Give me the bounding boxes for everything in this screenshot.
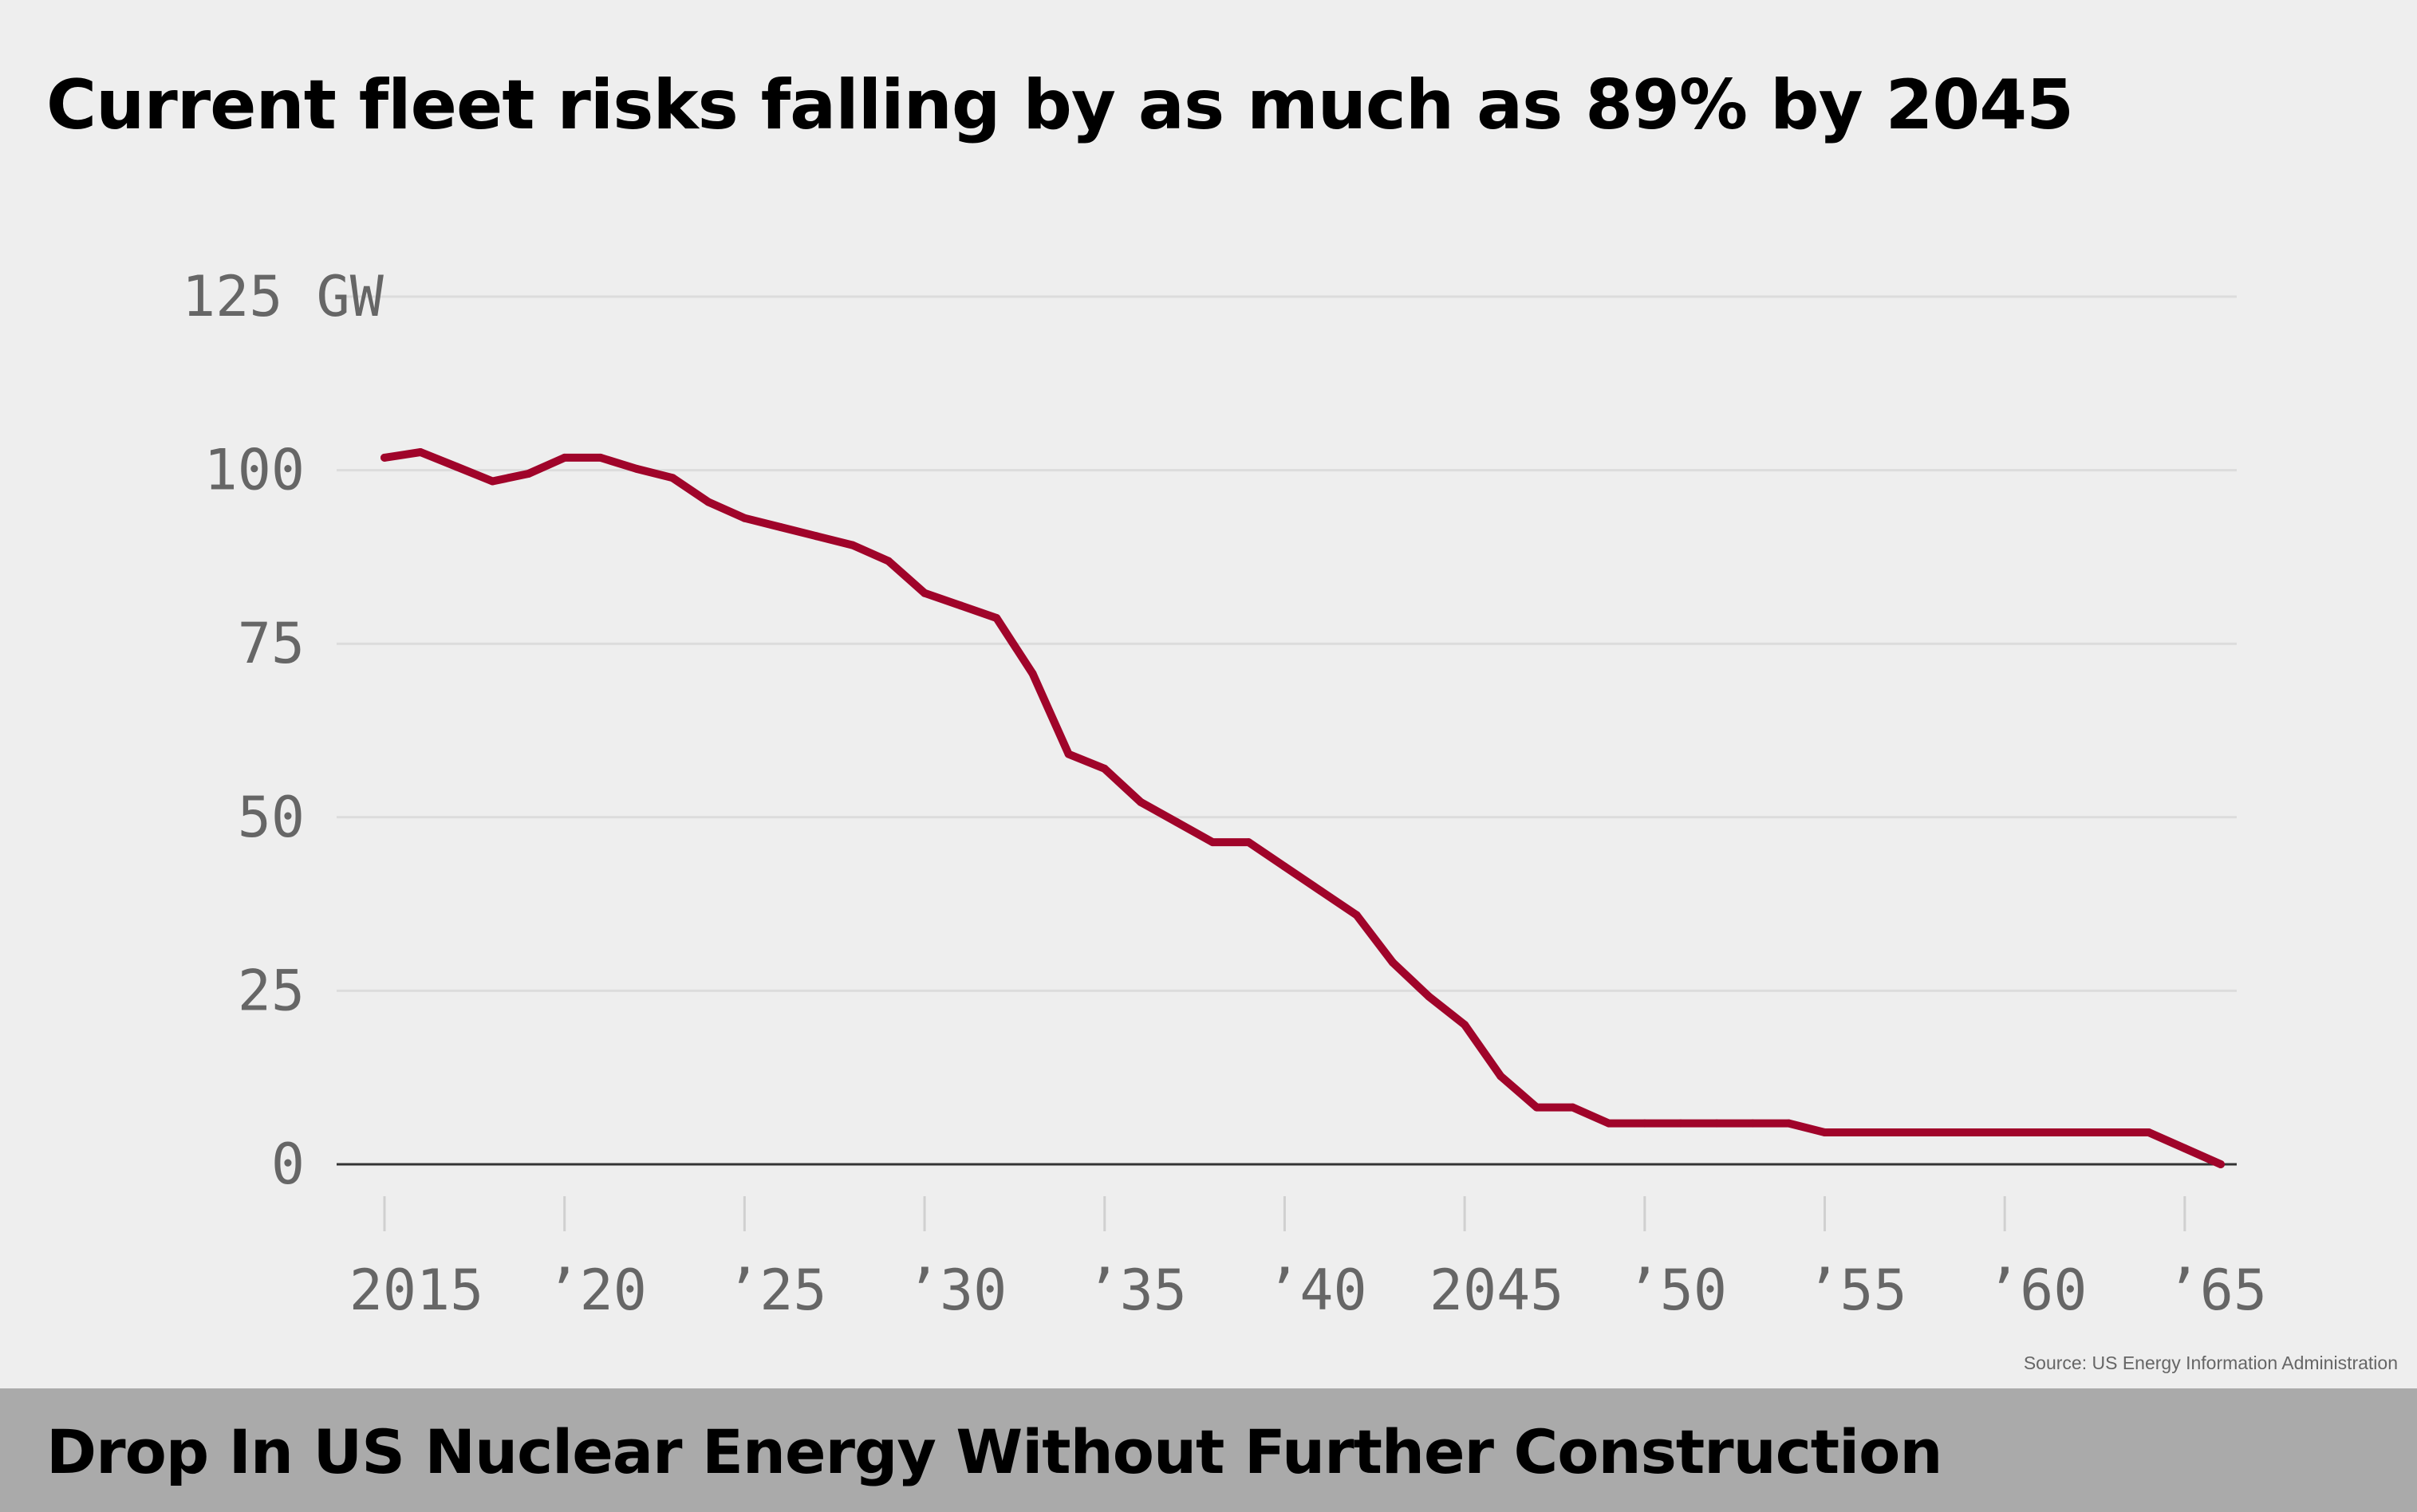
data-point: [812, 532, 821, 541]
data-point: [921, 589, 929, 597]
data-point: [596, 453, 605, 462]
data-point: [560, 453, 569, 462]
x-tick-label: ’65: [2167, 1258, 2267, 1323]
data-point: [380, 453, 388, 462]
source-note: Source: US Energy Information Administra…: [2023, 1353, 2398, 1373]
data-point: [884, 557, 893, 565]
data-point: [2217, 1160, 2225, 1168]
data-point: [1173, 817, 1181, 826]
data-point: [416, 448, 425, 456]
data-point: [2037, 1128, 2045, 1136]
data-point: [2108, 1128, 2117, 1136]
x-tick-label: ’50: [1626, 1258, 1727, 1323]
data-point: [2144, 1128, 2153, 1136]
y-tick-label: 100: [204, 438, 305, 503]
data-point: [488, 477, 497, 486]
data-point: [2001, 1128, 2009, 1136]
data-point: [668, 474, 677, 482]
data-point: [1461, 1021, 1469, 1029]
y-tick-label: 50: [238, 785, 305, 850]
x-tick-label: ’60: [1986, 1258, 2087, 1323]
x-tick-label: ’30: [906, 1258, 1007, 1323]
data-point: [1064, 750, 1073, 758]
chart-title: Current fleet risks falling by as much a…: [46, 65, 2074, 145]
data-point: [1532, 1103, 1541, 1112]
data-point: [1388, 958, 1397, 967]
data-point: [848, 541, 857, 549]
y-tick-label: 75: [238, 611, 305, 676]
data-point: [524, 470, 533, 478]
series-layer: [380, 448, 2225, 1168]
x-tick-label: ’25: [726, 1258, 826, 1323]
data-point: [1784, 1119, 1793, 1128]
data-point: [2180, 1144, 2189, 1152]
data-point: [1352, 911, 1361, 919]
data-point: [1713, 1119, 1721, 1128]
data-point: [1604, 1119, 1613, 1128]
data-point: [956, 601, 965, 610]
x-axis-ticks: [383, 1196, 2186, 1231]
gridlines: [337, 295, 2237, 1166]
data-point: [1965, 1128, 1973, 1136]
data-point: [704, 498, 713, 506]
y-tick-label: 0: [271, 1132, 305, 1197]
data-point: [1892, 1128, 1901, 1136]
data-point: [776, 523, 785, 531]
line-chart: 125 GW 100 75 50 25 0 2015 ’20 ’25 ’30 ’35 ’40 2045…: [182, 264, 2267, 1323]
x-tick-label: ’35: [1086, 1258, 1187, 1323]
data-point: [452, 463, 461, 471]
data-point: [1244, 838, 1253, 847]
x-tick-label: ’20: [546, 1258, 646, 1323]
y-axis-labels: 125 GW 100 75 50 25 0: [182, 264, 384, 1197]
data-point: [1136, 797, 1145, 806]
data-point: [1568, 1103, 1577, 1112]
data-point: [1496, 1072, 1505, 1081]
data-point: [1928, 1128, 1937, 1136]
x-tick-label: ’40: [1266, 1258, 1366, 1323]
data-point: [1640, 1119, 1649, 1128]
x-tick-label: 2045: [1429, 1258, 1564, 1323]
footer-bar: Drop In US Nuclear Energy Without Furthe…: [0, 1388, 2417, 1512]
data-point: [2072, 1128, 2081, 1136]
y-tick-label: 25: [238, 958, 305, 1023]
data-point: [1856, 1128, 1865, 1136]
data-point: [1820, 1128, 1829, 1136]
data-point: [1280, 862, 1289, 871]
x-axis-labels: 2015 ’20 ’25 ’30 ’35 ’40 2045 ’50 ’55 ’60 ’65: [349, 1258, 2267, 1323]
data-point: [1676, 1119, 1685, 1128]
footer-caption: Drop In US Nuclear Energy Without Furthe…: [46, 1416, 1942, 1487]
y-tick-label: 125 GW: [182, 264, 384, 329]
x-tick-label: 2015: [349, 1258, 484, 1323]
x-tick-label: ’55: [1806, 1258, 1906, 1323]
data-point: [740, 514, 749, 522]
data-point: [633, 464, 641, 473]
data-point: [1208, 838, 1217, 847]
data-point: [1425, 992, 1433, 1001]
data-point: [1100, 764, 1109, 773]
data-point: [1749, 1119, 1757, 1128]
data-point: [1028, 669, 1037, 678]
data-point: [992, 614, 1001, 622]
series-line: [380, 448, 2225, 1168]
data-point: [1316, 887, 1325, 896]
